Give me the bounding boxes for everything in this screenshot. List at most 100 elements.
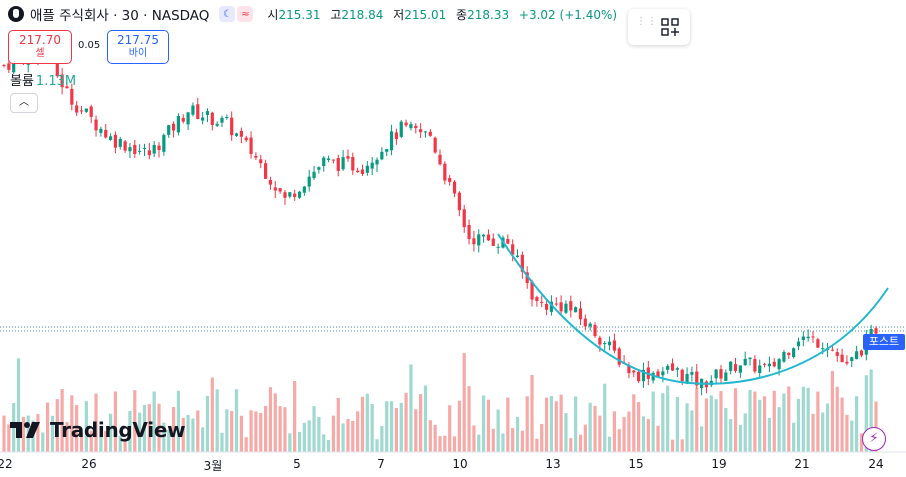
- volume-bar: [811, 413, 815, 452]
- volume-bar: [351, 421, 355, 452]
- add-layout-icon[interactable]: [660, 17, 680, 37]
- volume-bar: [506, 397, 510, 452]
- candle-body: [259, 159, 263, 164]
- volume-bar: [661, 393, 665, 452]
- volume-bar: [448, 405, 452, 452]
- candle-body: [855, 351, 859, 360]
- volume-bar: [2, 415, 6, 452]
- volume-bar: [743, 413, 747, 452]
- candle-body: [670, 363, 675, 371]
- volume-bar: [748, 389, 752, 452]
- candle-body: [65, 86, 69, 89]
- candle-body: [637, 371, 641, 382]
- volume-bar: [864, 375, 868, 452]
- candle-body: [419, 129, 423, 133]
- candle-body: [181, 117, 185, 122]
- volume-bar: [700, 426, 704, 452]
- volume-bar: [467, 386, 471, 452]
- tradingview-logo[interactable]: TradingView: [10, 418, 186, 442]
- volume-bar: [36, 414, 40, 452]
- candle-body: [801, 336, 805, 341]
- volume-bar: [637, 402, 641, 452]
- post-label[interactable]: 포스트: [863, 334, 905, 350]
- candle-body: [147, 150, 151, 156]
- volume-bar: [840, 397, 844, 452]
- lightning-icon[interactable]: ⚡: [862, 427, 886, 451]
- candle-body: [380, 151, 384, 160]
- candle-body: [724, 372, 728, 381]
- candle-body: [12, 59, 16, 73]
- candle-body: [598, 337, 602, 345]
- candle-body: [753, 359, 757, 372]
- volume-bar: [821, 412, 825, 452]
- low-value: 215.01: [404, 7, 447, 22]
- volume-bar: [264, 405, 268, 452]
- volume-bar: [617, 429, 621, 452]
- volume-bar: [704, 398, 709, 452]
- volume-bar: [234, 389, 239, 452]
- candle-body: [680, 369, 684, 382]
- candle-body: [186, 112, 190, 125]
- buy-button[interactable]: 217.75 바이: [107, 30, 169, 64]
- volume-bar: [443, 435, 447, 452]
- ohlc-values: 시215.31 고218.84 저215.01 종218.33 +3.02 (+…: [267, 6, 623, 23]
- volume-bar: [758, 399, 762, 452]
- volume-bar: [205, 395, 210, 452]
- candle-body: [738, 365, 742, 373]
- volume-bar: [312, 406, 316, 452]
- volume-bar: [79, 433, 84, 452]
- candle-body: [792, 348, 796, 358]
- buy-price: 217.75: [117, 33, 159, 47]
- volume-bar: [569, 438, 573, 452]
- candle-body: [157, 145, 161, 150]
- volume-bar: [845, 414, 849, 452]
- candle-body: [816, 339, 820, 348]
- x-tick-label: 7: [377, 457, 385, 471]
- volume-bar: [796, 398, 801, 452]
- volume-bar: [326, 439, 331, 452]
- candle-body: [244, 137, 248, 141]
- volume-bar: [719, 391, 723, 452]
- candle-body: [632, 370, 636, 373]
- volume-bar: [491, 428, 495, 452]
- candle-body: [225, 117, 229, 119]
- volume-bar: [675, 397, 679, 452]
- volume-bar: [128, 410, 132, 452]
- volume-bar: [772, 390, 776, 452]
- candle-body: [239, 130, 243, 137]
- volume-bar: [733, 388, 738, 452]
- volume-bar: [767, 417, 772, 452]
- volume-bar: [389, 401, 394, 452]
- logo-text: TradingView: [50, 418, 186, 442]
- sell-button[interactable]: 217.70 셀: [8, 30, 72, 64]
- candle-body: [210, 112, 214, 125]
- volume-bar: [462, 353, 466, 452]
- volume-bar: [259, 412, 263, 452]
- tradingview-logo-icon: [10, 422, 40, 438]
- volume-bar: [593, 405, 597, 452]
- wave-icon[interactable]: ≈: [237, 6, 254, 22]
- drag-handle-icon[interactable]: ⋮⋮: [636, 16, 658, 27]
- candle-body: [283, 192, 287, 198]
- volume-bar: [60, 389, 64, 452]
- volume-bar: [283, 407, 287, 452]
- candle-body: [133, 144, 137, 154]
- collapse-button[interactable]: ︿: [10, 93, 38, 113]
- volume-bar: [108, 413, 113, 452]
- candle-body: [113, 134, 118, 148]
- candle-body: [394, 132, 398, 140]
- moon-icon[interactable]: ☾: [219, 6, 236, 22]
- volume-bar: [753, 391, 757, 452]
- x-tick-label: 26: [81, 457, 97, 471]
- symbol-title[interactable]: 애플 주식회사 · 30 · NASDAQ: [30, 8, 210, 24]
- candle-body: [414, 125, 418, 129]
- volume-bar: [99, 436, 103, 452]
- low-label: 저: [393, 7, 405, 22]
- volume-bar: [588, 402, 592, 452]
- volume-bar: [535, 438, 539, 452]
- candle-body: [811, 336, 815, 338]
- x-tick-label: 13: [545, 457, 561, 471]
- candle-body: [748, 357, 752, 360]
- candle-body: [821, 348, 825, 350]
